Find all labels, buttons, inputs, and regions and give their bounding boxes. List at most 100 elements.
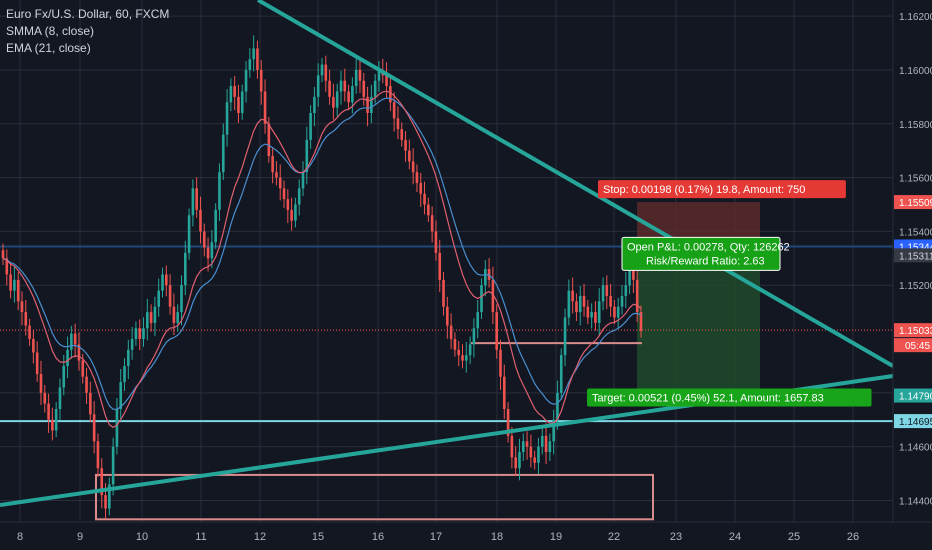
candle-up	[616, 306, 620, 318]
time-tick-label: 19	[550, 531, 562, 543]
candle-down	[1, 250, 5, 259]
candle-up	[518, 452, 521, 469]
candle-up	[301, 172, 305, 189]
candle-down	[415, 172, 419, 183]
candle-down	[206, 247, 210, 259]
candle-up	[66, 349, 69, 366]
price-tag-text: 1.14695	[899, 417, 932, 428]
candle-down	[457, 349, 461, 356]
candle-down	[256, 48, 259, 70]
candle-down	[73, 333, 77, 345]
candle-down	[195, 188, 198, 210]
time-tick-label: 18	[491, 531, 503, 543]
candle-down	[43, 392, 47, 404]
candle-up	[183, 252, 187, 286]
candle-down	[347, 91, 350, 103]
countdown-tag: 05:45	[894, 338, 932, 353]
candle-up	[210, 242, 214, 259]
candle-up	[146, 312, 149, 329]
candle-up	[111, 446, 115, 485]
candle-up	[465, 355, 468, 361]
candle-down	[267, 123, 271, 157]
candle-down	[427, 204, 430, 216]
candle-up	[483, 269, 487, 286]
candle-down	[495, 312, 498, 350]
time-tick-label: 8	[17, 531, 23, 543]
candle-up	[468, 344, 472, 356]
price-axis-bg	[893, 0, 932, 550]
candle-down	[506, 408, 510, 436]
candle-down	[28, 325, 31, 340]
candle-up	[214, 209, 217, 243]
time-tick-label: 22	[608, 531, 620, 543]
candle-down	[328, 80, 331, 97]
time-tick-label: 15	[312, 531, 324, 543]
time-tick-label: 24	[729, 531, 741, 543]
candle-down	[635, 279, 639, 313]
target-zone	[637, 255, 760, 396]
price-tag-bg	[894, 414, 932, 429]
candle-down	[51, 419, 54, 431]
candle-down	[263, 91, 267, 124]
candle-up	[180, 285, 183, 313]
target-label-text: Target: 0.00521 (0.45%) 52.1, Amount: 16…	[592, 393, 824, 405]
target-label: Target: 0.00521 (0.45%) 52.1, Amount: 16…	[587, 388, 872, 407]
candle-up	[153, 306, 157, 323]
smma-8-line	[2, 90, 642, 429]
candle-up	[548, 441, 552, 453]
time-tick-label: 10	[136, 531, 148, 543]
candle-down	[92, 414, 96, 442]
candle-up	[578, 295, 582, 313]
candle-up	[244, 69, 248, 92]
candle-up	[472, 328, 476, 345]
candle-down	[358, 69, 362, 81]
candle-down	[202, 231, 206, 248]
candle-up	[58, 387, 62, 409]
candle-down	[392, 102, 396, 119]
candle-up	[115, 408, 119, 447]
price-tag: 1.14695	[894, 414, 932, 429]
candle-down	[138, 328, 142, 340]
candle-up	[119, 382, 123, 409]
descending-trendline	[257, 0, 894, 368]
candle-down	[423, 193, 426, 205]
candle-up	[316, 75, 320, 97]
candle-down	[389, 86, 392, 103]
candle-down	[446, 306, 449, 326]
candle-down	[419, 182, 423, 194]
candle-up	[252, 48, 255, 60]
candle-up	[620, 295, 624, 307]
time-axis-bg	[0, 522, 932, 550]
candle-up	[108, 484, 111, 509]
price-tick-label: 1.15400	[899, 227, 932, 238]
target-label-bg	[587, 388, 872, 407]
pnl-label: Open P&L: 0.00278, Qty: 126262 Risk/Rewar…	[621, 236, 790, 271]
price-tag: 1.15509	[894, 195, 932, 210]
countdown-text: 05:45	[905, 341, 930, 352]
candle-down	[609, 295, 612, 307]
candle-down	[502, 376, 506, 409]
candle-up	[556, 392, 559, 420]
candle-down	[586, 306, 590, 318]
candle-down	[613, 306, 616, 318]
candle-down	[571, 290, 574, 302]
candle-up	[187, 215, 191, 253]
candle-up	[563, 317, 567, 356]
candle-down	[9, 274, 12, 291]
candle-down	[24, 312, 28, 326]
candle-down	[639, 312, 643, 331]
candle-down	[430, 215, 434, 232]
pnl-label-bg	[621, 236, 781, 271]
ema-legend-label: EMA (21, close)	[6, 41, 91, 55]
candle-down	[408, 150, 411, 162]
symbol-title: Euro Fx/U.S. Dollar, 60, FXCM	[6, 7, 170, 21]
ema-21-line	[2, 97, 642, 410]
candle-up	[540, 435, 544, 447]
time-tick-label: 16	[372, 531, 384, 543]
time-tick-label: 23	[670, 531, 682, 543]
candle-up	[157, 290, 161, 307]
smma-legend-label: SMMA (8, close)	[6, 24, 95, 38]
candle-down	[100, 468, 104, 496]
